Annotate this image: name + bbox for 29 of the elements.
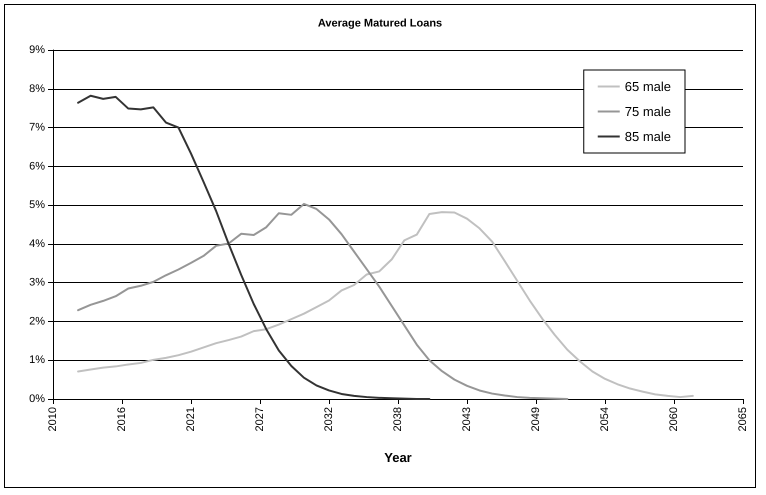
x-tick-label: 2060	[668, 407, 680, 432]
y-tick-label: 2%	[29, 315, 46, 328]
y-tick-label: 8%	[29, 82, 46, 95]
line-series	[77, 94, 430, 400]
x-tick-label: 2032	[323, 407, 335, 432]
y-tick-label: 6%	[29, 160, 46, 172]
x-tick-label: 2054	[599, 407, 611, 432]
x-tick-label: 2016	[116, 407, 128, 432]
y-tick-label: 7%	[29, 122, 46, 134]
x-tick-label: 2049	[530, 407, 542, 432]
legend-label: 85 male	[624, 129, 671, 144]
y-tick-label: 9%	[29, 44, 46, 56]
line-series	[77, 202, 568, 400]
x-tick-label: 2043	[461, 407, 473, 432]
y-tick-label: 4%	[29, 238, 46, 250]
y-tick-label: 0%	[29, 393, 46, 405]
x-tick-label: 2010	[47, 407, 59, 432]
x-tick-label: 2065	[737, 407, 749, 432]
x-tick-label: 2027	[254, 407, 266, 432]
legend-label: 75 male	[624, 104, 671, 119]
chart-title: Average Matured Loans	[318, 18, 442, 30]
y-tick-label: 3%	[29, 276, 46, 289]
legend-label: 65 male	[624, 79, 671, 94]
x-tick-label: 2021	[185, 407, 197, 432]
y-tick-label: 1%	[29, 354, 46, 366]
x-axis-title: Year	[384, 450, 412, 465]
x-tick-label: 2038	[392, 407, 404, 432]
line-series	[77, 211, 694, 398]
y-tick-label: 5%	[29, 199, 46, 212]
